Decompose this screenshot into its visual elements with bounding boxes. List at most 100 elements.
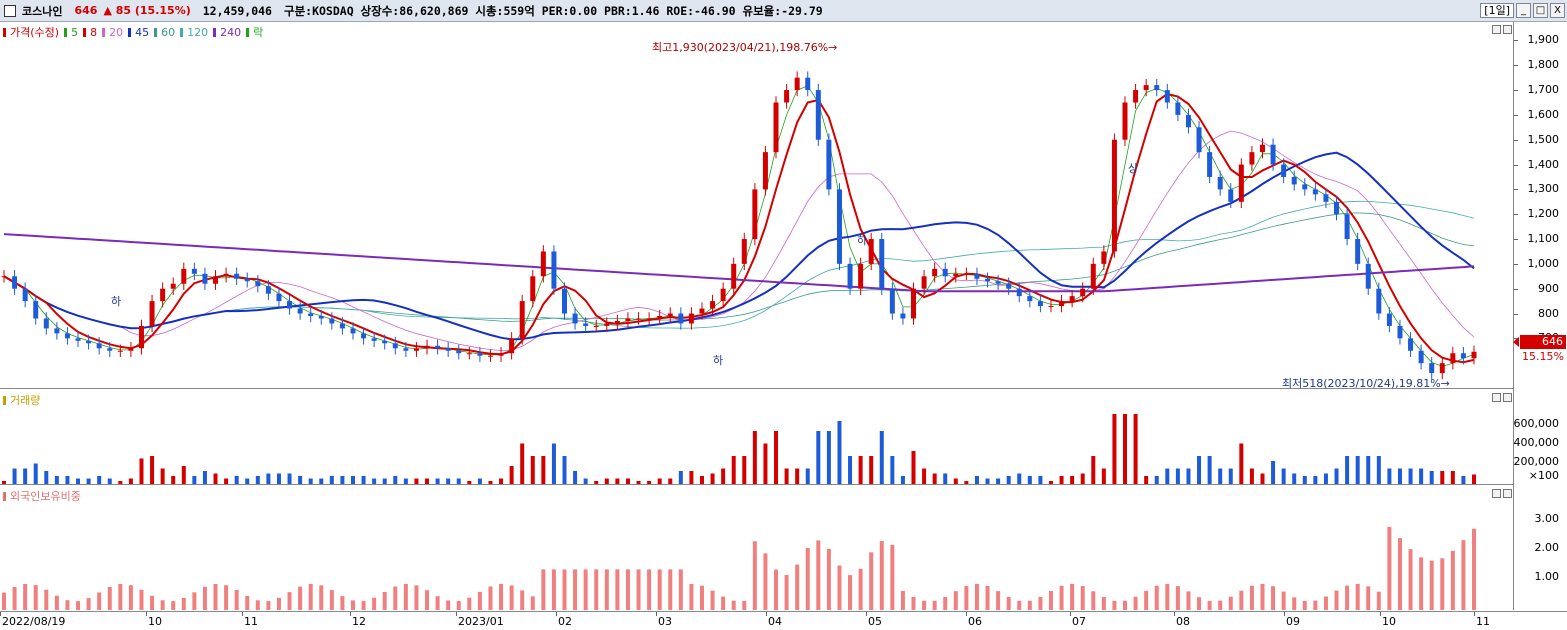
candle bbox=[1259, 138, 1265, 159]
candle bbox=[562, 282, 568, 320]
volume-bar bbox=[1249, 468, 1254, 484]
y-tick-label: 900 bbox=[1538, 281, 1559, 295]
x-tick-label: 04 bbox=[768, 615, 782, 628]
x-tick bbox=[350, 612, 351, 616]
candle-body bbox=[583, 323, 589, 326]
volume-bar bbox=[1355, 456, 1360, 484]
volume-chart[interactable] bbox=[0, 400, 1513, 485]
price-chart[interactable] bbox=[0, 28, 1513, 388]
candle-body bbox=[636, 318, 642, 320]
candle-body bbox=[107, 348, 113, 351]
legend-item[interactable]: 5 bbox=[71, 25, 79, 39]
close-button[interactable]: X bbox=[1550, 3, 1565, 18]
candle-body bbox=[445, 348, 451, 351]
foreign-ratio-bar bbox=[1323, 596, 1328, 610]
restore-button[interactable]: □ bbox=[1533, 3, 1548, 18]
period-selector[interactable]: [1일] bbox=[1480, 3, 1514, 18]
volume-bar bbox=[858, 456, 863, 484]
candle bbox=[1111, 133, 1117, 258]
y-tick bbox=[1514, 239, 1518, 241]
volume-bar bbox=[826, 431, 831, 484]
panel-maximize-button[interactable] bbox=[1492, 393, 1501, 402]
panel-close-button[interactable] bbox=[1503, 393, 1512, 402]
candle bbox=[1059, 294, 1065, 313]
x-tick-label: 2023/01 bbox=[458, 615, 504, 628]
foreign-ratio-bar bbox=[266, 601, 271, 610]
legend-item[interactable]: 45 bbox=[135, 25, 150, 39]
candle-body bbox=[234, 273, 240, 279]
ma45-line bbox=[3, 151, 1475, 341]
legend-item[interactable]: 20 bbox=[109, 25, 124, 39]
legend-item[interactable]: 120 bbox=[187, 25, 209, 39]
foreign-ratio-bar bbox=[361, 601, 366, 610]
volume-bar bbox=[150, 456, 155, 484]
volume-bar bbox=[1292, 473, 1297, 484]
legend-item[interactable]: 240 bbox=[220, 25, 242, 39]
candle-body bbox=[678, 313, 684, 324]
panel-close-button[interactable] bbox=[1503, 25, 1512, 34]
foreign-ratio-bar bbox=[477, 591, 482, 610]
foreign-ratio-bar bbox=[1123, 600, 1128, 610]
foreign-ratio-bar bbox=[160, 600, 165, 610]
volume-bar bbox=[1218, 468, 1223, 484]
volume-bar bbox=[594, 481, 599, 484]
ma5-line bbox=[3, 85, 1475, 367]
candle-body bbox=[815, 90, 821, 140]
foreign-ratio-bar bbox=[1197, 597, 1202, 610]
x-tick bbox=[1070, 612, 1071, 616]
foreign-ratio-bar bbox=[1080, 586, 1085, 610]
x-tick bbox=[766, 612, 767, 616]
candle-body bbox=[424, 345, 430, 349]
foreign-ratio-bar bbox=[943, 597, 948, 610]
foreign-ratio-chart[interactable] bbox=[0, 500, 1513, 610]
panel-maximize-button[interactable] bbox=[1492, 25, 1501, 34]
stock-checkbox[interactable] bbox=[4, 4, 16, 17]
y-tick bbox=[1514, 214, 1518, 216]
candle bbox=[836, 183, 842, 271]
foreign-ratio-bar bbox=[139, 589, 144, 610]
candle-body bbox=[1418, 350, 1424, 364]
volume-bar bbox=[848, 456, 853, 484]
legend-item[interactable]: 가격(수정) bbox=[10, 26, 60, 39]
candle-body bbox=[149, 301, 155, 326]
candle-body bbox=[33, 301, 39, 319]
foreign-ratio-bar bbox=[1165, 583, 1170, 610]
foreign-ratio-bar bbox=[964, 585, 969, 610]
candle bbox=[741, 232, 747, 271]
legend-marker bbox=[128, 27, 132, 37]
candle-body bbox=[1164, 90, 1170, 103]
candle-body bbox=[720, 288, 726, 302]
foreign-ratio-bar bbox=[858, 568, 863, 610]
candle-body bbox=[1450, 353, 1456, 364]
legend-item[interactable]: 60 bbox=[161, 25, 176, 39]
candle-body bbox=[1429, 363, 1435, 374]
volume-bar bbox=[1334, 468, 1339, 484]
candle bbox=[287, 294, 293, 315]
candle bbox=[477, 347, 483, 362]
volume-bar bbox=[900, 476, 905, 484]
foreign-ratio-bar bbox=[869, 552, 874, 610]
candle bbox=[1471, 345, 1477, 365]
candle-body bbox=[1175, 102, 1181, 115]
foreign-ratio-bar bbox=[435, 596, 440, 610]
candle-body bbox=[784, 90, 790, 103]
price-panel-controls bbox=[1492, 25, 1512, 34]
candle-body bbox=[879, 239, 885, 289]
volume-bar bbox=[774, 431, 779, 484]
panel-close-button[interactable] bbox=[1503, 489, 1512, 498]
candle-body bbox=[22, 288, 28, 302]
panel-maximize-button[interactable] bbox=[1492, 489, 1501, 498]
candle bbox=[128, 342, 134, 357]
volume-bar bbox=[509, 466, 514, 484]
candle bbox=[435, 339, 441, 355]
volume-bar bbox=[721, 468, 726, 484]
candle bbox=[1302, 178, 1308, 196]
foreign-ratio-bar bbox=[731, 600, 736, 610]
volume-bar bbox=[23, 468, 28, 484]
x-tick-label: 06 bbox=[968, 615, 982, 628]
minimize-button[interactable]: _ bbox=[1516, 3, 1531, 18]
volume-value: 12,459,046 bbox=[202, 3, 272, 18]
candle-body bbox=[1334, 201, 1340, 215]
legend-item[interactable]: 락 bbox=[253, 26, 264, 39]
legend-item[interactable]: 8 bbox=[90, 25, 98, 39]
